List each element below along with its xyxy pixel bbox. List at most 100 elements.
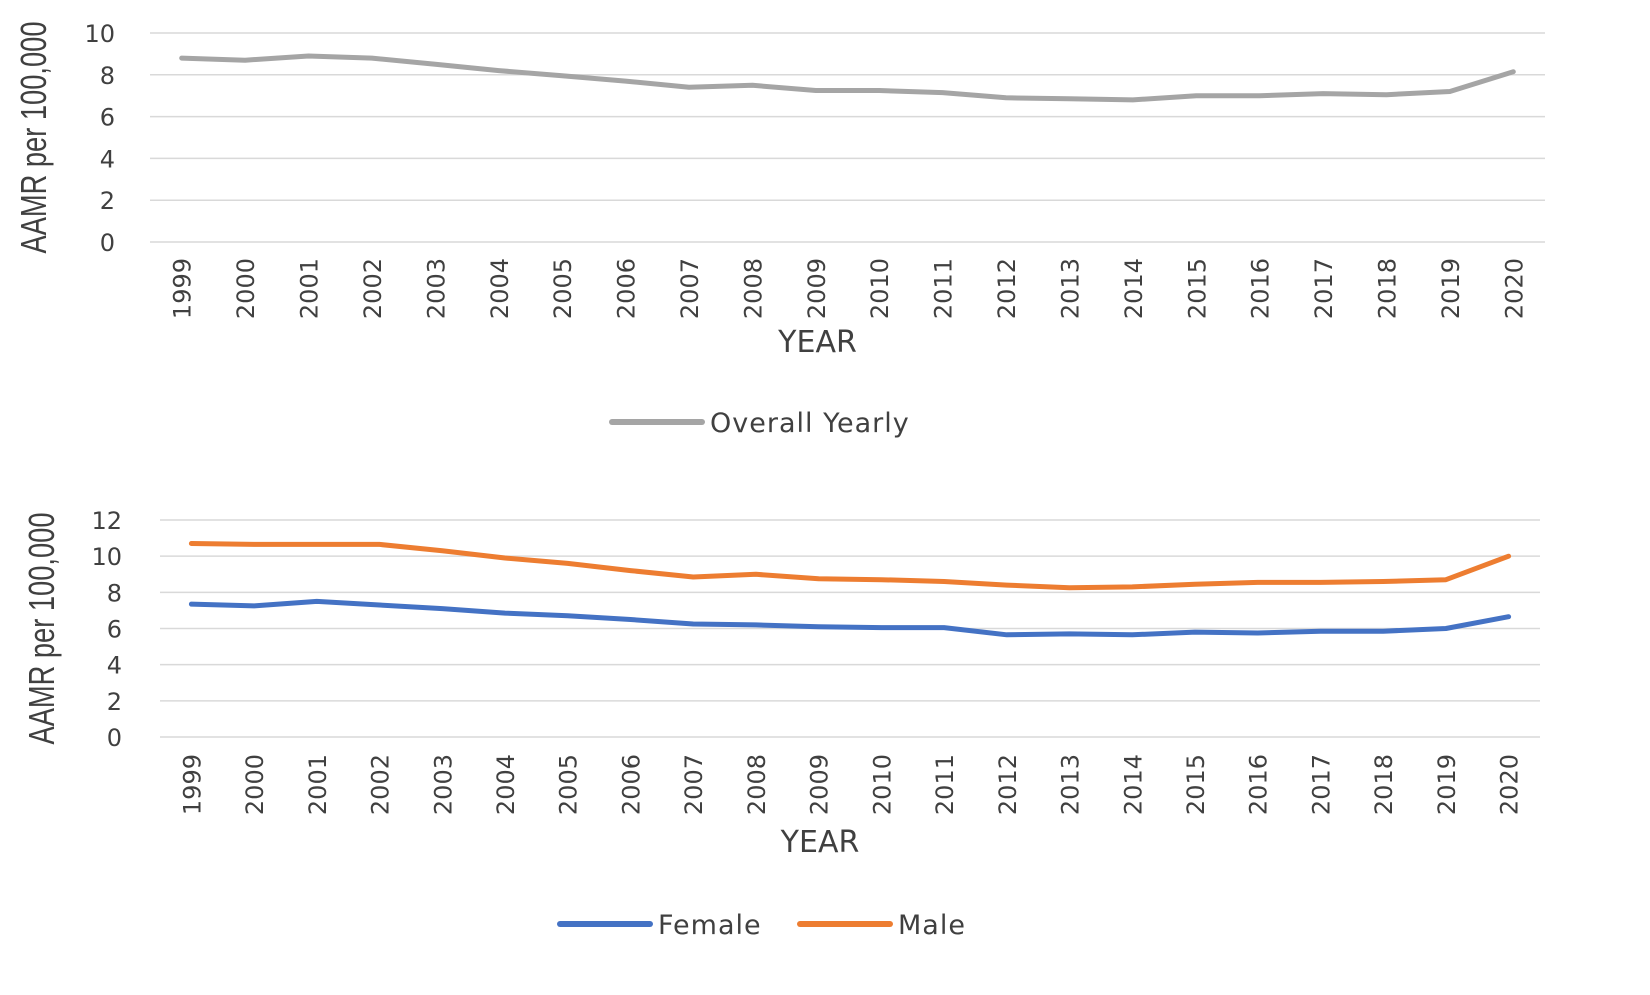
- y-tick-label: 4: [100, 145, 115, 173]
- x-tick-label: 2001: [296, 258, 324, 319]
- chart-1: 0 2 4 6 8 10 AAMR per 100,000 1999 2000 2001 2002 2…: [13, 20, 1545, 439]
- x-tick-label: 2011: [931, 754, 959, 815]
- data-point: [628, 617, 633, 622]
- data-point: [1447, 89, 1452, 94]
- x-tick-label: 2017: [1310, 258, 1338, 319]
- data-point: [1506, 554, 1511, 559]
- data-point: [628, 568, 633, 573]
- data-point: [1193, 582, 1198, 587]
- data-point: [1130, 584, 1135, 589]
- x-tick-label: 2010: [866, 258, 894, 319]
- data-point: [879, 577, 884, 582]
- x-tick-label: 2019: [1433, 754, 1461, 815]
- legend-label: Overall Yearly: [710, 408, 910, 439]
- data-point: [1511, 69, 1516, 74]
- x-tick-label: 2012: [993, 258, 1021, 319]
- x-axis-title: YEAR: [780, 825, 860, 860]
- data-point: [1004, 583, 1009, 588]
- x-tick-label: 2004: [486, 258, 514, 319]
- data-point: [440, 548, 445, 553]
- series-line-overall-yearly: [179, 53, 1516, 103]
- x-tick-label: 2006: [613, 258, 641, 319]
- y-tick-label: 4: [107, 652, 122, 680]
- data-point: [1384, 92, 1389, 97]
- data-point: [243, 58, 248, 63]
- y-tick-label: 12: [91, 507, 122, 535]
- x-tick-label: 2009: [803, 258, 831, 319]
- data-point: [816, 576, 821, 581]
- data-point: [686, 85, 691, 90]
- x-tick-label: 1999: [169, 258, 197, 319]
- data-point: [503, 555, 508, 560]
- series-line-male: [188, 541, 1512, 591]
- data-point: [623, 79, 628, 84]
- data-point: [1130, 97, 1135, 102]
- data-point: [879, 625, 884, 630]
- data-point: [1067, 631, 1072, 636]
- y-tick-label: 8: [107, 579, 122, 607]
- y-tick-label: 6: [100, 104, 115, 132]
- data-point: [1257, 93, 1262, 98]
- x-tick-label: 2001: [304, 754, 332, 815]
- data-point: [503, 611, 508, 616]
- y-axis-title: AAMR per 100,000: [21, 513, 62, 745]
- data-point: [940, 90, 945, 95]
- data-point: [1193, 630, 1198, 635]
- data-point: [1194, 93, 1199, 98]
- x-tick-label: 2015: [1183, 258, 1211, 319]
- y-tick-label: 10: [84, 20, 115, 48]
- data-point: [314, 599, 319, 604]
- data-point: [440, 606, 445, 611]
- x-tick-label: 2002: [367, 754, 395, 815]
- x-tick-label: 2012: [994, 754, 1022, 815]
- x-tick-label: 2005: [555, 754, 583, 815]
- series-line-female: [188, 598, 1512, 638]
- data-point: [377, 602, 382, 607]
- x-tick-label: 1999: [178, 754, 206, 815]
- data-point: [189, 602, 194, 607]
- x-tick-label: 2005: [549, 258, 577, 319]
- data-point: [496, 68, 501, 73]
- data-point: [306, 53, 311, 58]
- x-tick-label: 2000: [241, 754, 269, 815]
- x-tick-label: 2004: [492, 754, 520, 815]
- x-tick-label: 2017: [1307, 754, 1335, 815]
- data-point: [1255, 580, 1260, 585]
- x-tick-label: 2011: [930, 258, 958, 319]
- x-tick-label: 2020: [1496, 754, 1524, 815]
- data-point: [189, 541, 194, 546]
- data-point: [565, 561, 570, 566]
- x-tick-label: 2002: [359, 258, 387, 319]
- x-tick-label: 2020: [1500, 258, 1528, 319]
- data-point: [1318, 629, 1323, 634]
- x-tick-label: 2009: [806, 754, 834, 815]
- y-tick-label: 2: [107, 688, 122, 716]
- x-tick-label: 2014: [1120, 258, 1148, 319]
- data-point: [753, 572, 758, 577]
- x-tick-label: 2007: [680, 754, 708, 815]
- y-tick-label: 8: [100, 62, 115, 90]
- x-tick-label: 2000: [232, 258, 260, 319]
- legend-label: Male: [898, 910, 966, 941]
- x-tick-label: 2016: [1245, 754, 1273, 815]
- y-tick-label: 6: [107, 616, 122, 644]
- data-point: [813, 88, 818, 93]
- data-point: [942, 579, 947, 584]
- x-tick-label: 2008: [743, 754, 771, 815]
- x-axis-title: YEAR: [777, 325, 857, 360]
- chart-2: 0 2 4 6 8 10 12 AAMR per 100,000 1999 2000 2001 200…: [21, 507, 1540, 941]
- data-point: [1381, 579, 1386, 584]
- y-tick-label: 2: [100, 187, 115, 215]
- data-point: [753, 622, 758, 627]
- data-point: [252, 603, 257, 608]
- data-point: [433, 62, 438, 67]
- y-tick-label: 10: [91, 543, 122, 571]
- x-tick-label: 2003: [422, 258, 450, 319]
- data-point: [1004, 95, 1009, 100]
- data-point: [314, 542, 319, 547]
- data-point: [750, 83, 755, 88]
- x-tick-label: 2008: [739, 258, 767, 319]
- x-tick-label: 2003: [429, 754, 457, 815]
- x-tick-label: 2013: [1057, 754, 1085, 815]
- data-point: [691, 574, 696, 579]
